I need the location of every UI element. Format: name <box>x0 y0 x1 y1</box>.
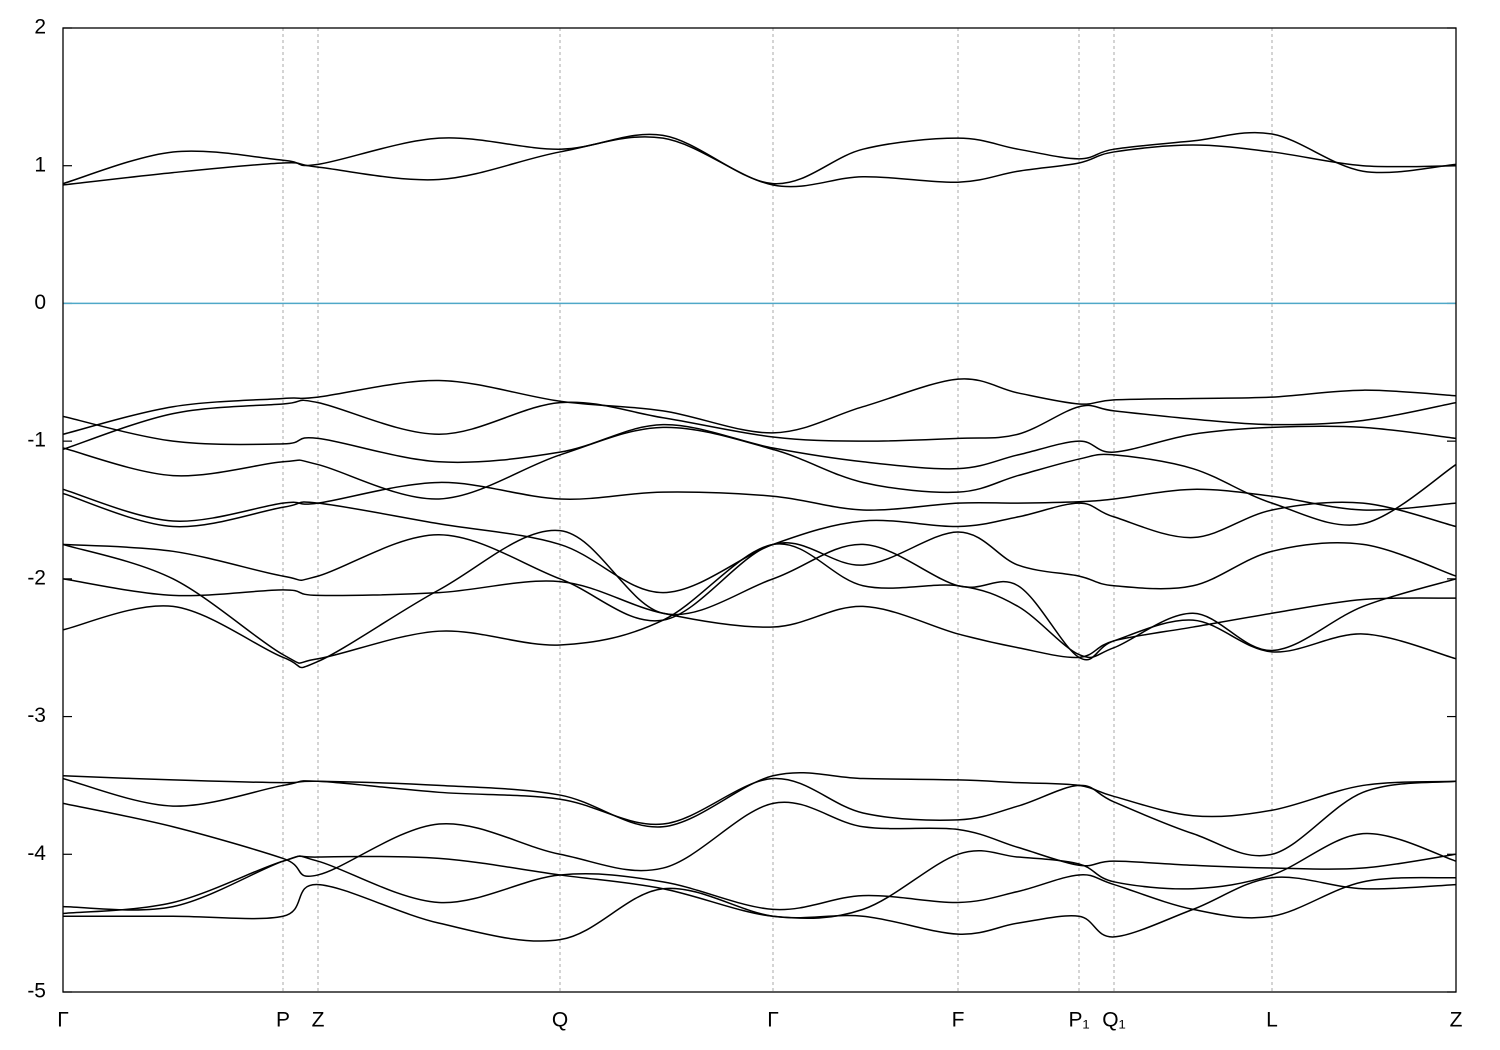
band-line <box>63 426 1456 526</box>
band-line <box>63 801 1456 877</box>
y-tick-label: 2 <box>34 16 46 39</box>
band-line <box>63 543 1456 664</box>
x-tick-label: L <box>1266 1009 1278 1032</box>
band-line <box>63 529 1456 669</box>
plot-frame <box>62 27 1457 993</box>
x-tick-label: Z <box>1450 1009 1463 1032</box>
band-line <box>63 832 1456 920</box>
band-line <box>63 415 1456 470</box>
x-tick-label: Q <box>552 1009 568 1032</box>
y-tick-label: -2 <box>27 566 46 589</box>
band-line <box>63 855 1456 919</box>
y-tick-label: -1 <box>27 429 46 452</box>
band-line <box>63 578 1456 659</box>
band-line <box>63 481 1456 522</box>
x-tick-label: Z <box>312 1009 325 1032</box>
band-line <box>63 492 1456 594</box>
band-line <box>63 399 1456 451</box>
y-tick-label: 1 <box>34 153 46 176</box>
band-line <box>63 777 1456 857</box>
y-tick-label: -3 <box>27 704 46 727</box>
band-line <box>63 531 1456 622</box>
band-line <box>63 378 1456 435</box>
x-tick-label: F <box>952 1009 965 1032</box>
band-line <box>63 131 1456 185</box>
band-line <box>63 136 1456 188</box>
x-tick-label: Γ <box>767 1009 779 1032</box>
x-tick-label: Γ <box>57 1009 69 1032</box>
x-tick-label: Q₁ <box>1102 1009 1125 1032</box>
x-tick-label: P₁ <box>1068 1009 1089 1032</box>
y-tick-label: -4 <box>27 842 46 865</box>
y-tick-label: 0 <box>34 291 46 314</box>
y-tick-label: -5 <box>27 980 46 1003</box>
bands <box>63 131 1456 942</box>
band-line <box>63 876 1456 942</box>
x-tick-label: P <box>276 1009 290 1032</box>
